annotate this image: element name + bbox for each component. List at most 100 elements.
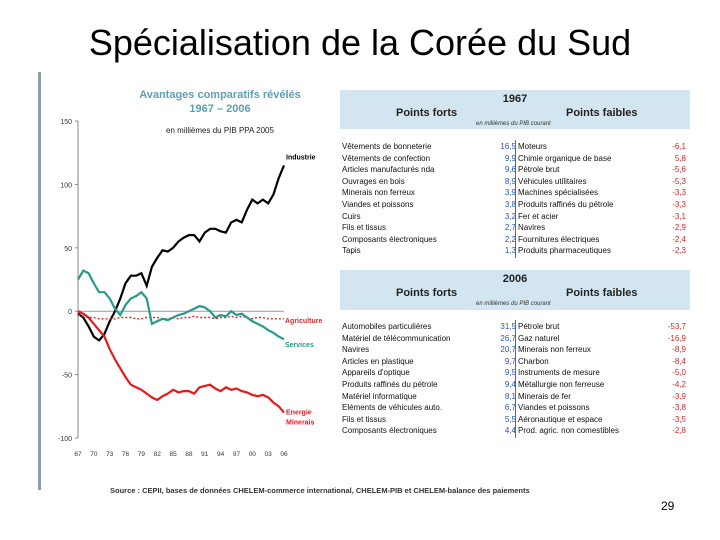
- strong-name: Ouvrages en bois: [342, 176, 405, 186]
- weak-value: -6,1: [672, 142, 686, 151]
- table-1967-weak-header: Points faibles: [566, 107, 638, 119]
- weak-value: -2,8: [672, 426, 686, 436]
- strong-value: 9,6: [504, 165, 516, 175]
- strong-name: Eléments de véhicules auto.: [342, 403, 443, 413]
- weak-value: -3,3: [672, 200, 686, 209]
- strong-name: Composants électroniques: [342, 234, 437, 244]
- strong-name: Fils et tissus: [342, 414, 387, 424]
- x-tick-label: 79: [138, 451, 146, 458]
- table-2006-row: Fils et tissus 5,5 Aéronautique et espace -…: [340, 414, 690, 425]
- weak-value: -3,9: [672, 391, 686, 401]
- table-1967-year: 1967: [502, 93, 528, 105]
- x-tick-label: 88: [185, 451, 193, 458]
- weak-name: Navires: [518, 223, 546, 233]
- strong-name: Tapis: [342, 246, 361, 256]
- chart-title: Avantages comparatifs révélés: [139, 89, 301, 101]
- strong-name: Minerais non ferreux: [342, 188, 415, 198]
- strong-value: 26,7: [500, 333, 516, 343]
- left-accent-bar: [38, 72, 41, 490]
- strong-name: Viandes et poissons: [342, 200, 414, 209]
- table-2006-header: 2006 Points forts Points faibles en mill…: [340, 270, 690, 310]
- table-1967-row: Cuirs 3,2 Fer et acier -3,1: [340, 211, 690, 222]
- strong-name: Matériel de télécommunication: [342, 333, 451, 343]
- x-tick-label: 94: [217, 451, 225, 458]
- table-1967-row: Vêtements de bonneterie 16,5 Moteurs -6,1: [340, 141, 690, 152]
- table-2006-strong-header: Points forts: [396, 287, 458, 299]
- weak-value: -4,2: [672, 380, 686, 389]
- table-1967-row: Articles manufacturés nda 9,6 Pétrole brut…: [340, 164, 690, 175]
- weak-value: -5,6: [672, 165, 686, 175]
- strong-value: 9,7: [504, 356, 516, 366]
- weak-name: Produits pharmaceutiques: [518, 246, 611, 256]
- table-2006-row: Automobiles particulières 31,5 Pétrole bru…: [340, 321, 690, 332]
- y-tick-label: 150: [60, 119, 72, 126]
- x-tick-label: 85: [169, 451, 177, 458]
- table-2006-row: Composants électroniques 4,4 Prod. agric. …: [340, 425, 690, 436]
- label-agriculture: Agriculture: [285, 318, 322, 325]
- source-note: Source : CEPII, bases de données CHELEM-…: [110, 486, 530, 495]
- strong-name: Articles en plastique: [342, 356, 414, 366]
- table-1967-row: Minerais non ferreux 3,9 Machines spéciali…: [340, 187, 690, 198]
- weak-value: -16,9: [667, 333, 686, 343]
- table-2006-divider: [515, 320, 516, 438]
- series-line-energie-minerais: [77, 310, 285, 414]
- weak-value: -5,3: [672, 176, 686, 186]
- chart-subtitle: 1967 – 2006: [189, 103, 251, 115]
- strong-value: 4,4: [504, 426, 516, 436]
- weak-value: -2,3: [672, 246, 686, 256]
- x-tick-label: 76: [122, 451, 130, 458]
- y-tick-label: 0: [68, 309, 72, 316]
- table-1967-row: Ouvrages en bois 8,9 Véhicules utilitaires…: [340, 176, 690, 187]
- series-line-industrie: [77, 164, 286, 342]
- strong-name: Produits raffinés du pétrole: [342, 380, 438, 389]
- table-2006-row: Navires 20,7 Minerais non ferreux -8,9: [340, 344, 690, 355]
- weak-name: Aéronautique et espace: [518, 414, 603, 424]
- x-tick-label: 82: [154, 451, 162, 458]
- weak-name: Gaz naturel: [518, 333, 560, 343]
- strong-value: 31,5: [500, 322, 516, 331]
- table-1967-row: Composants électroniques 2,2 Fournitures é…: [340, 234, 690, 245]
- strong-name: Cuirs: [342, 211, 361, 221]
- table-1967-divider: [515, 140, 516, 258]
- strong-name: Appareils d'optique: [342, 368, 410, 378]
- y-tick-label: 100: [60, 182, 72, 189]
- weak-value: -3,5: [672, 414, 686, 424]
- label-services: Services: [285, 342, 314, 349]
- weak-value: -3,1: [672, 211, 686, 221]
- table-2006-year: 2006: [502, 273, 528, 285]
- chart-unit: en millièmes du PIB PPA 2005: [166, 126, 274, 135]
- strong-name: Vêtements de confection: [342, 153, 431, 163]
- strong-name: Fils et tissus: [342, 223, 387, 233]
- table-2006-row: Matériel informatique 8,1 Minerais de fer -…: [340, 391, 690, 402]
- weak-name: Fer et acier: [518, 211, 559, 221]
- weak-name: Chimie organique de base: [518, 153, 612, 163]
- label-minerais: Minerais: [286, 420, 315, 427]
- weak-name: Viandes et poissons: [518, 403, 590, 413]
- weak-name: Produits raffinés du pétrole: [518, 200, 614, 209]
- series-line-services: [77, 269, 285, 341]
- x-tick-label: 06: [280, 451, 288, 458]
- x-tick-label: 00: [249, 451, 257, 458]
- table-2006-unit: en millièmes du PIB courant: [476, 301, 551, 307]
- weak-name: Métallurgie non ferreuse: [518, 380, 605, 389]
- y-tick-label: -100: [58, 436, 72, 443]
- x-tick-label: 91: [201, 451, 209, 458]
- weak-name: Moteurs: [518, 142, 547, 151]
- strong-value: 3,8: [504, 200, 516, 209]
- strong-value: 8,9: [504, 176, 516, 186]
- strong-value: 9,9: [504, 153, 516, 163]
- x-tick-label: 70: [90, 451, 98, 458]
- strong-name: Automobiles particulières: [342, 322, 432, 331]
- line-chart: -100 -50 0 50 100 150 67 70 73 76 79 82 85 88 91 94 97 00…: [58, 119, 322, 458]
- weak-value: -8,4: [672, 356, 686, 366]
- weak-value: 5,8: [674, 153, 686, 163]
- label-energie: Energie: [286, 410, 312, 417]
- strong-name: Navires: [342, 345, 370, 355]
- weak-name: Fournitures électriques: [518, 234, 600, 244]
- weak-value: -2,9: [672, 223, 686, 233]
- table-1967-unit: en millièmes du PIB courant: [476, 121, 551, 127]
- weak-value: -3,8: [672, 403, 686, 413]
- strong-name: Matériel informatique: [342, 391, 417, 401]
- strong-value: 1,3: [504, 246, 516, 256]
- strong-value: 2,7: [504, 223, 516, 233]
